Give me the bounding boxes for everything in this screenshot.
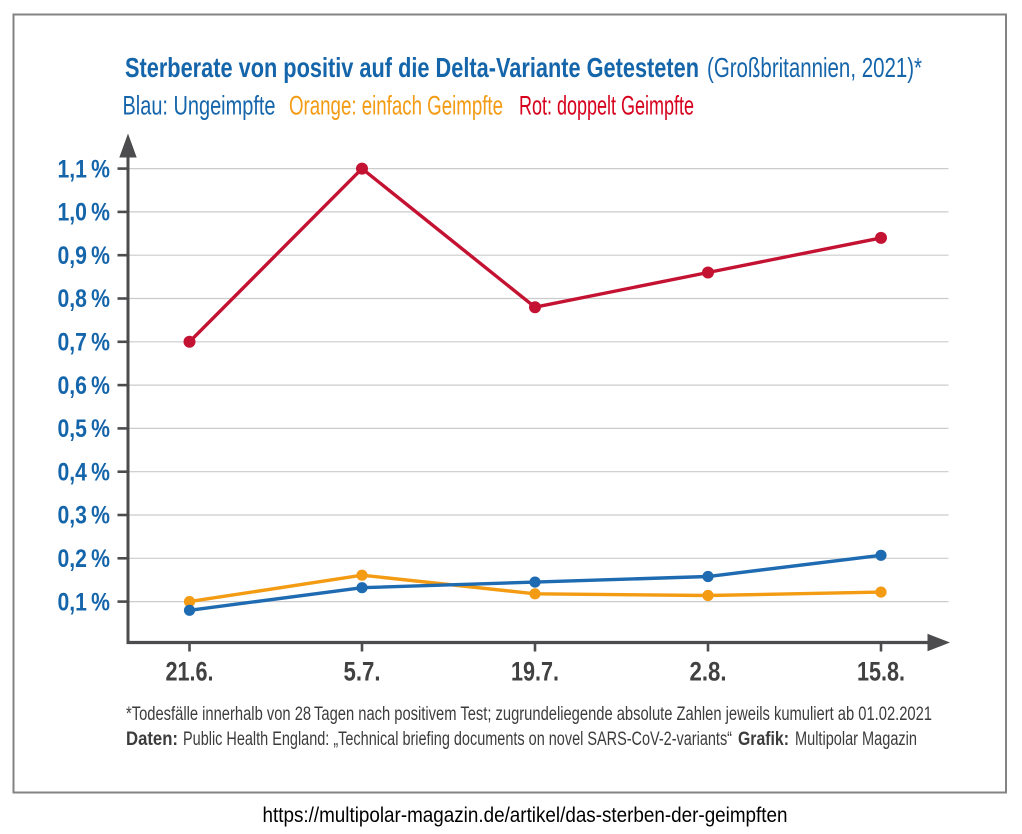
svg-text:*Todesfälle innerhalb von 28 T: *Todesfälle innerhalb von 28 Tagen nach … [126, 704, 932, 725]
svg-text:Rot: doppelt Geimpfte: Rot: doppelt Geimpfte [519, 91, 694, 121]
svg-text:Orange: einfach Geimpfte: Orange: einfach Geimpfte [289, 91, 503, 121]
svg-text:1,0 %: 1,0 % [58, 199, 111, 227]
svg-text:Daten:: Daten: [126, 729, 178, 750]
svg-text:Sterberate von positiv auf die: Sterberate von positiv auf die Delta-Var… [125, 52, 699, 83]
svg-text:0,8 %: 0,8 % [58, 285, 111, 313]
svg-text:0,7 %: 0,7 % [58, 329, 111, 357]
svg-text:2.8.: 2.8. [690, 657, 727, 687]
svg-text:21.6.: 21.6. [166, 657, 214, 687]
svg-text:Grafik:: Grafik: [738, 729, 789, 750]
svg-text:0,3 %: 0,3 % [58, 502, 111, 530]
svg-text:0,1 %: 0,1 % [58, 588, 111, 616]
svg-text:Blau: Ungeimpfte: Blau: Ungeimpfte [123, 91, 276, 121]
svg-text:https://multipolar-magazin.de/: https://multipolar-magazin.de/artikel/da… [263, 804, 788, 827]
svg-text:0,5 %: 0,5 % [58, 415, 111, 443]
svg-text:Public Health England: „Techni: Public Health England: „Technical briefi… [183, 729, 732, 750]
svg-text:(Großbritannien, 2021)*: (Großbritannien, 2021)* [707, 52, 922, 83]
svg-text:0,9 %: 0,9 % [58, 242, 111, 270]
svg-text:0,4 %: 0,4 % [58, 458, 111, 486]
svg-text:15.8.: 15.8. [857, 657, 905, 687]
svg-text:19.7.: 19.7. [511, 657, 559, 687]
svg-text:0,2 %: 0,2 % [58, 545, 111, 573]
svg-text:5.7.: 5.7. [344, 657, 381, 687]
svg-text:0,6 %: 0,6 % [58, 372, 111, 400]
svg-text:1,1 %: 1,1 % [58, 155, 111, 183]
svg-text:Multipolar Magazin: Multipolar Magazin [795, 729, 917, 750]
